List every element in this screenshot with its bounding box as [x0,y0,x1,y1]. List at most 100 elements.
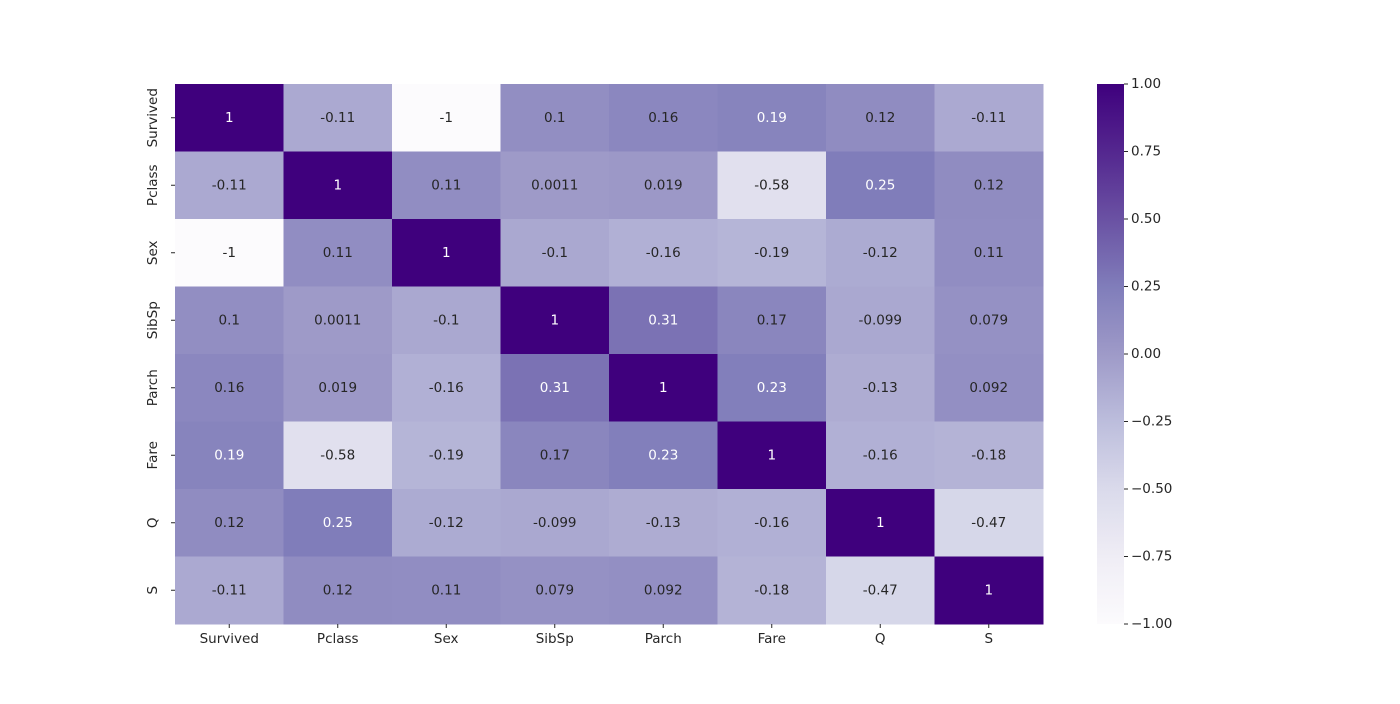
cell-annotation: -0.1 [433,312,459,328]
cell-annotation: -0.16 [646,245,681,261]
heatmap-cell [826,84,935,152]
heatmap-cell [934,354,1044,422]
heatmap-cell [609,421,718,490]
x-tick-label: Q [875,631,886,647]
cell-annotation: 1 [767,447,776,463]
cell-annotation: -0.12 [429,515,464,531]
heatmap-cell [500,556,610,625]
heatmap-cell [609,219,718,287]
y-tick-label: Q [145,517,161,528]
x-tick-label: Survived [200,631,259,647]
heatmap-cell [500,151,610,220]
cell-annotation: -0.19 [754,245,789,261]
heatmap-cell [175,556,284,625]
heatmap-cell [934,489,1044,557]
cell-annotation: -0.1 [542,245,568,261]
heatmap-cell [717,354,827,422]
cell-annotation: -0.12 [863,245,898,261]
heatmap-cell [500,489,610,557]
heatmap-cell [392,286,501,355]
heatmap-cell [934,556,1044,625]
cell-annotation: 0.25 [865,177,895,193]
heatmap-cell [500,354,610,422]
heatmap-cell [500,286,610,355]
heatmap-cell [283,556,393,625]
heatmap-cell [934,151,1044,220]
heatmap-cell [283,151,393,220]
cell-annotation: 0.17 [540,447,570,463]
cell-annotation: 0.25 [323,515,353,531]
heatmap-cell [717,151,827,220]
cell-annotation: -0.16 [754,515,789,531]
heatmap-cell [500,219,610,287]
y-tick-label: SibSp [145,301,161,339]
cell-annotation: -0.58 [320,447,355,463]
heatmap-cell [175,489,284,557]
y-tick-label: Fare [145,441,161,469]
cell-annotation: 0.0011 [531,177,578,193]
heatmap-cell [717,286,827,355]
cell-annotation: 0.092 [969,380,1008,396]
cell-annotation: 0.0011 [314,312,361,328]
cell-annotation: 0.11 [323,245,353,261]
x-tick-label: Fare [758,631,786,647]
heatmap-cell [392,421,501,490]
cell-annotation: 0.19 [214,447,244,463]
heatmap-cell [826,286,935,355]
heatmap-cell [934,286,1044,355]
heatmap-cell [826,219,935,287]
colorbar-tick-label: 0.50 [1131,211,1161,227]
heatmap-cell [283,219,393,287]
heatmap-cell [934,421,1044,490]
heatmap-cell [609,151,718,220]
cell-annotation: 0.079 [535,582,574,598]
cell-annotation: -0.099 [533,515,577,531]
heatmap-cell [826,556,935,625]
heatmap-cell [500,84,610,152]
heatmap-cell [175,354,284,422]
heatmap-cell [283,84,393,152]
cell-annotation: -0.47 [863,582,898,598]
colorbar-tick-label: −0.50 [1131,481,1172,497]
heatmap-cell [500,421,610,490]
colorbar-tick-label: −0.75 [1131,549,1172,565]
cell-annotation: -0.18 [754,582,789,598]
y-tick-label: Parch [145,369,161,406]
heatmap-cells [175,84,1044,625]
cell-annotation: 0.1 [219,312,240,328]
cell-annotation: 1 [550,312,559,328]
cell-annotation: -0.18 [971,447,1006,463]
colorbar-tick-label: 0.25 [1131,279,1161,295]
cell-annotation: 0.12 [865,110,895,126]
colorbar-gradient [1097,84,1124,624]
cell-annotation: 0.16 [648,110,678,126]
heatmap-cell [392,354,501,422]
cell-annotation: 0.11 [431,177,461,193]
heatmap-cell [609,556,718,625]
cell-annotation: -1 [223,245,236,261]
colorbar-tick-label: 1.00 [1131,76,1161,92]
cell-annotation: -0.47 [971,515,1006,531]
cell-annotation: 0.11 [431,582,461,598]
heatmap-cell [283,489,393,557]
cell-annotation: 0.19 [757,110,787,126]
cell-annotation: 0.12 [974,177,1004,193]
x-tick-label: Sex [434,631,459,647]
colorbar-tick-label: −0.25 [1131,414,1172,430]
cell-annotation: -0.11 [212,582,247,598]
cell-annotation: -0.16 [429,380,464,396]
heatmap-cell [283,421,393,490]
heatmap-cell [392,556,501,625]
cell-annotation: 0.31 [540,380,570,396]
heatmap-cell [175,219,284,287]
cell-annotation: 1 [659,380,668,396]
heatmap-cell [609,84,718,152]
cell-annotation: -0.16 [863,447,898,463]
heatmap-cell [609,354,718,422]
heatmap-cell [717,556,827,625]
cell-annotation: 0.17 [757,312,787,328]
cell-annotation: 0.079 [969,312,1008,328]
colorbar: 1.00 0.75 0.50 0.25 0.00 −0.25 −0.50 −0.75 −1.00 [1097,76,1172,632]
